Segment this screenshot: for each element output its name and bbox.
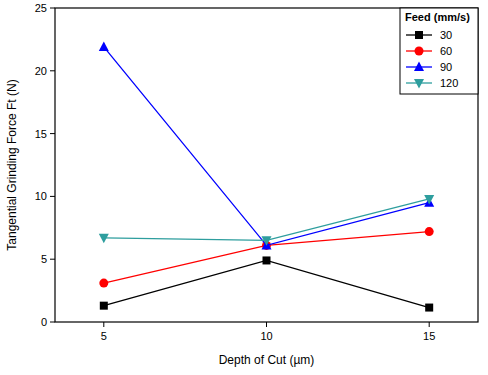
series-line bbox=[104, 260, 429, 307]
legend-label: 60 bbox=[440, 45, 452, 57]
legend-marker bbox=[415, 47, 424, 56]
series-line bbox=[104, 232, 429, 283]
legend-marker bbox=[415, 31, 423, 39]
y-tick bbox=[50, 196, 55, 197]
legend-title: Feed (mm/s) bbox=[405, 11, 470, 23]
data-point bbox=[425, 304, 433, 312]
chart-container: 0 5 10 15 20 25 5 10 15 Depth of Cut (µm) Tangenti… bbox=[0, 0, 488, 375]
data-point bbox=[424, 195, 434, 205]
y-axis-title: Tangential Grinding Force Ft (N) bbox=[5, 79, 19, 250]
x-tick-label: 15 bbox=[423, 330, 435, 342]
legend-label: 120 bbox=[440, 77, 458, 89]
x-axis-title: Depth of Cut (µm) bbox=[219, 353, 315, 367]
data-point bbox=[262, 236, 272, 246]
x-tick bbox=[103, 322, 104, 327]
y-tick-label: 20 bbox=[35, 65, 47, 77]
y-tick-label: 5 bbox=[41, 253, 47, 265]
x-tick bbox=[266, 322, 267, 327]
x-tick-label: 10 bbox=[260, 330, 272, 342]
y-tick-label: 0 bbox=[41, 316, 47, 328]
y-tick bbox=[50, 322, 55, 323]
series-line bbox=[104, 199, 429, 240]
data-point bbox=[100, 302, 108, 310]
data-point bbox=[99, 279, 108, 288]
data-point bbox=[425, 227, 434, 236]
legend-marker bbox=[414, 62, 424, 72]
y-tick-label: 15 bbox=[35, 128, 47, 140]
x-tick-label: 5 bbox=[101, 330, 107, 342]
plot-data bbox=[99, 41, 434, 311]
data-point bbox=[99, 234, 109, 244]
series-line bbox=[104, 47, 429, 245]
data-point bbox=[263, 256, 271, 264]
x-tick bbox=[429, 322, 430, 327]
y-tick-label: 25 bbox=[35, 2, 47, 14]
legend-label: 90 bbox=[440, 61, 452, 73]
legend-marker bbox=[414, 79, 424, 89]
legend-box bbox=[400, 8, 478, 94]
y-tick-label: 10 bbox=[35, 190, 47, 202]
y-tick bbox=[50, 133, 55, 134]
y-tick bbox=[50, 259, 55, 260]
legend-label: 30 bbox=[440, 29, 452, 41]
y-tick bbox=[50, 70, 55, 71]
y-tick bbox=[50, 8, 55, 9]
legend: Feed (mm/s) 30 60 90 120 bbox=[400, 8, 478, 94]
plot-frame bbox=[55, 8, 478, 322]
data-point bbox=[99, 41, 109, 51]
chart: 0 5 10 15 20 25 5 10 15 Depth of Cut (µm) Tangenti… bbox=[0, 0, 488, 375]
